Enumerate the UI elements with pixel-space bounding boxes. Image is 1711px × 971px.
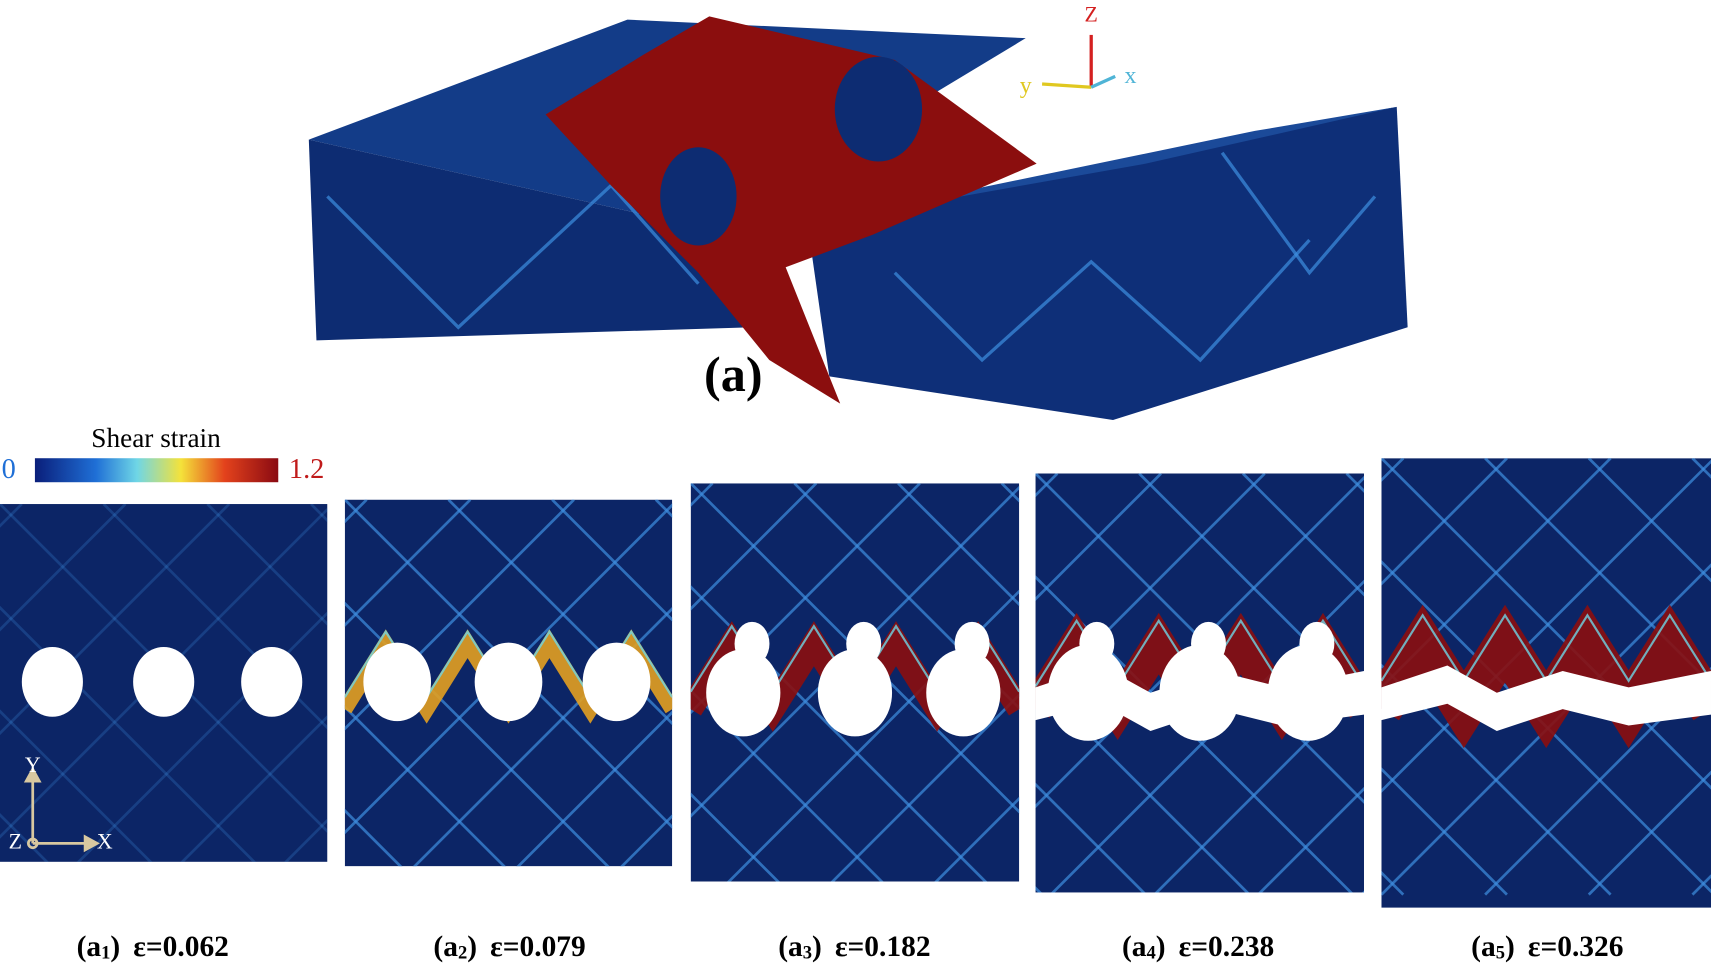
void	[734, 621, 770, 666]
shear-band	[0, 605, 257, 862]
shear-band	[690, 792, 780, 882]
caption-subscript: 5	[1496, 943, 1505, 964]
shear-band	[1241, 473, 1364, 597]
caption-tag: )	[1156, 931, 1166, 963]
shear-band	[551, 499, 673, 622]
shear-band	[0, 709, 153, 862]
shear-band	[344, 503, 673, 835]
shear-band	[934, 796, 1020, 882]
shear-band	[1587, 458, 1711, 583]
caption-subscript: 1	[101, 943, 110, 964]
shear-band	[1035, 475, 1364, 809]
caption-tag: )	[110, 931, 120, 963]
shear-band	[690, 485, 1020, 819]
shear-band	[620, 814, 673, 867]
axes-2d: Y Z X	[9, 753, 113, 853]
caption-subscript: 4	[1147, 943, 1156, 964]
colorbar: Shear strain 0 1.2	[2, 423, 325, 485]
shear-band	[0, 504, 231, 736]
hole	[21, 646, 83, 717]
crack	[1381, 665, 1711, 731]
axis-y-label: Y	[25, 753, 41, 777]
caption-tag: )	[467, 931, 477, 963]
shear-band	[180, 714, 328, 862]
shear-band	[76, 611, 328, 862]
caption-subscript: 2	[458, 943, 467, 964]
strain-panel	[1381, 458, 1711, 908]
shear-band	[726, 589, 1020, 882]
void	[1079, 621, 1115, 666]
caption-tag: (a	[778, 931, 803, 963]
shear-band	[1587, 770, 1711, 896]
axis-y-label: y	[1020, 73, 1032, 99]
caption-strain: ε=0.079	[490, 931, 586, 963]
caption-tag: )	[812, 931, 822, 963]
hole	[926, 649, 1001, 737]
shear-band	[344, 499, 575, 731]
panels: (a1) ε=0.062 (a2) ε=0.079 (a3) ε=0.182 (a4) ε=0…	[0, 458, 1711, 964]
void	[1299, 621, 1335, 666]
shear-band	[897, 483, 1020, 607]
shear-band	[516, 710, 673, 867]
shear-band	[1035, 473, 1163, 601]
colorbar-max: 1.2	[289, 454, 324, 485]
strain-panel	[690, 483, 1020, 882]
colorbar-title: Shear strain	[91, 423, 221, 453]
hole	[133, 646, 195, 717]
shear-band	[690, 483, 818, 611]
caption-strain: ε=0.326	[1528, 931, 1624, 963]
hole	[241, 646, 303, 717]
axis-x-label: x	[1124, 63, 1136, 89]
hole	[582, 642, 651, 722]
panel-caption: (a4) ε=0.238	[1122, 931, 1274, 964]
caption-tag: (a	[1471, 931, 1496, 963]
caption-tag: (a	[433, 931, 458, 963]
void	[954, 621, 990, 666]
shear-band	[1258, 786, 1364, 893]
void	[846, 621, 882, 666]
axes-3d: Z y x	[1020, 2, 1137, 98]
strain-panel	[0, 504, 328, 862]
shear-band	[1035, 782, 1146, 893]
axis-x-label: X	[97, 829, 113, 853]
shear-band	[206, 504, 328, 626]
caption-strain: ε=0.062	[133, 931, 229, 963]
shear-band	[412, 606, 673, 867]
colorbar-gradient	[34, 458, 279, 483]
panel-caption: (a5) ε=0.326	[1471, 931, 1623, 964]
hole	[817, 649, 893, 737]
strain-panel	[1035, 473, 1364, 893]
3d-render	[308, 16, 1408, 421]
caption-tag: (a	[1122, 931, 1147, 963]
shear-band	[1381, 458, 1508, 586]
colorbar-min: 0	[2, 454, 16, 485]
caption-tag: )	[1505, 931, 1515, 963]
crack	[1035, 665, 1364, 731]
hole	[474, 642, 543, 722]
main-label: (a)	[704, 346, 763, 402]
caption-subscript: 3	[803, 943, 812, 964]
panel-caption: (a3) ε=0.182	[778, 931, 930, 964]
shear-band	[0, 504, 328, 834]
shear-band	[344, 808, 403, 867]
strain-panel	[344, 499, 673, 867]
hole	[363, 642, 432, 722]
shear-band	[344, 499, 472, 628]
void	[1191, 621, 1226, 666]
panel-caption: (a1) ε=0.062	[77, 931, 229, 964]
caption-strain: ε=0.238	[1179, 931, 1275, 963]
hole	[706, 649, 781, 737]
axis-z-label: Z	[1085, 2, 1098, 26]
shear-band	[0, 507, 328, 839]
axis-z-label: Z	[9, 829, 22, 853]
panel-caption: (a2) ε=0.079	[433, 931, 585, 964]
shear-band	[1381, 767, 1508, 896]
caption-strain: ε=0.182	[835, 931, 931, 963]
shear-band	[0, 504, 127, 632]
caption-tag: (a	[77, 931, 102, 963]
shear-band	[102, 504, 328, 730]
